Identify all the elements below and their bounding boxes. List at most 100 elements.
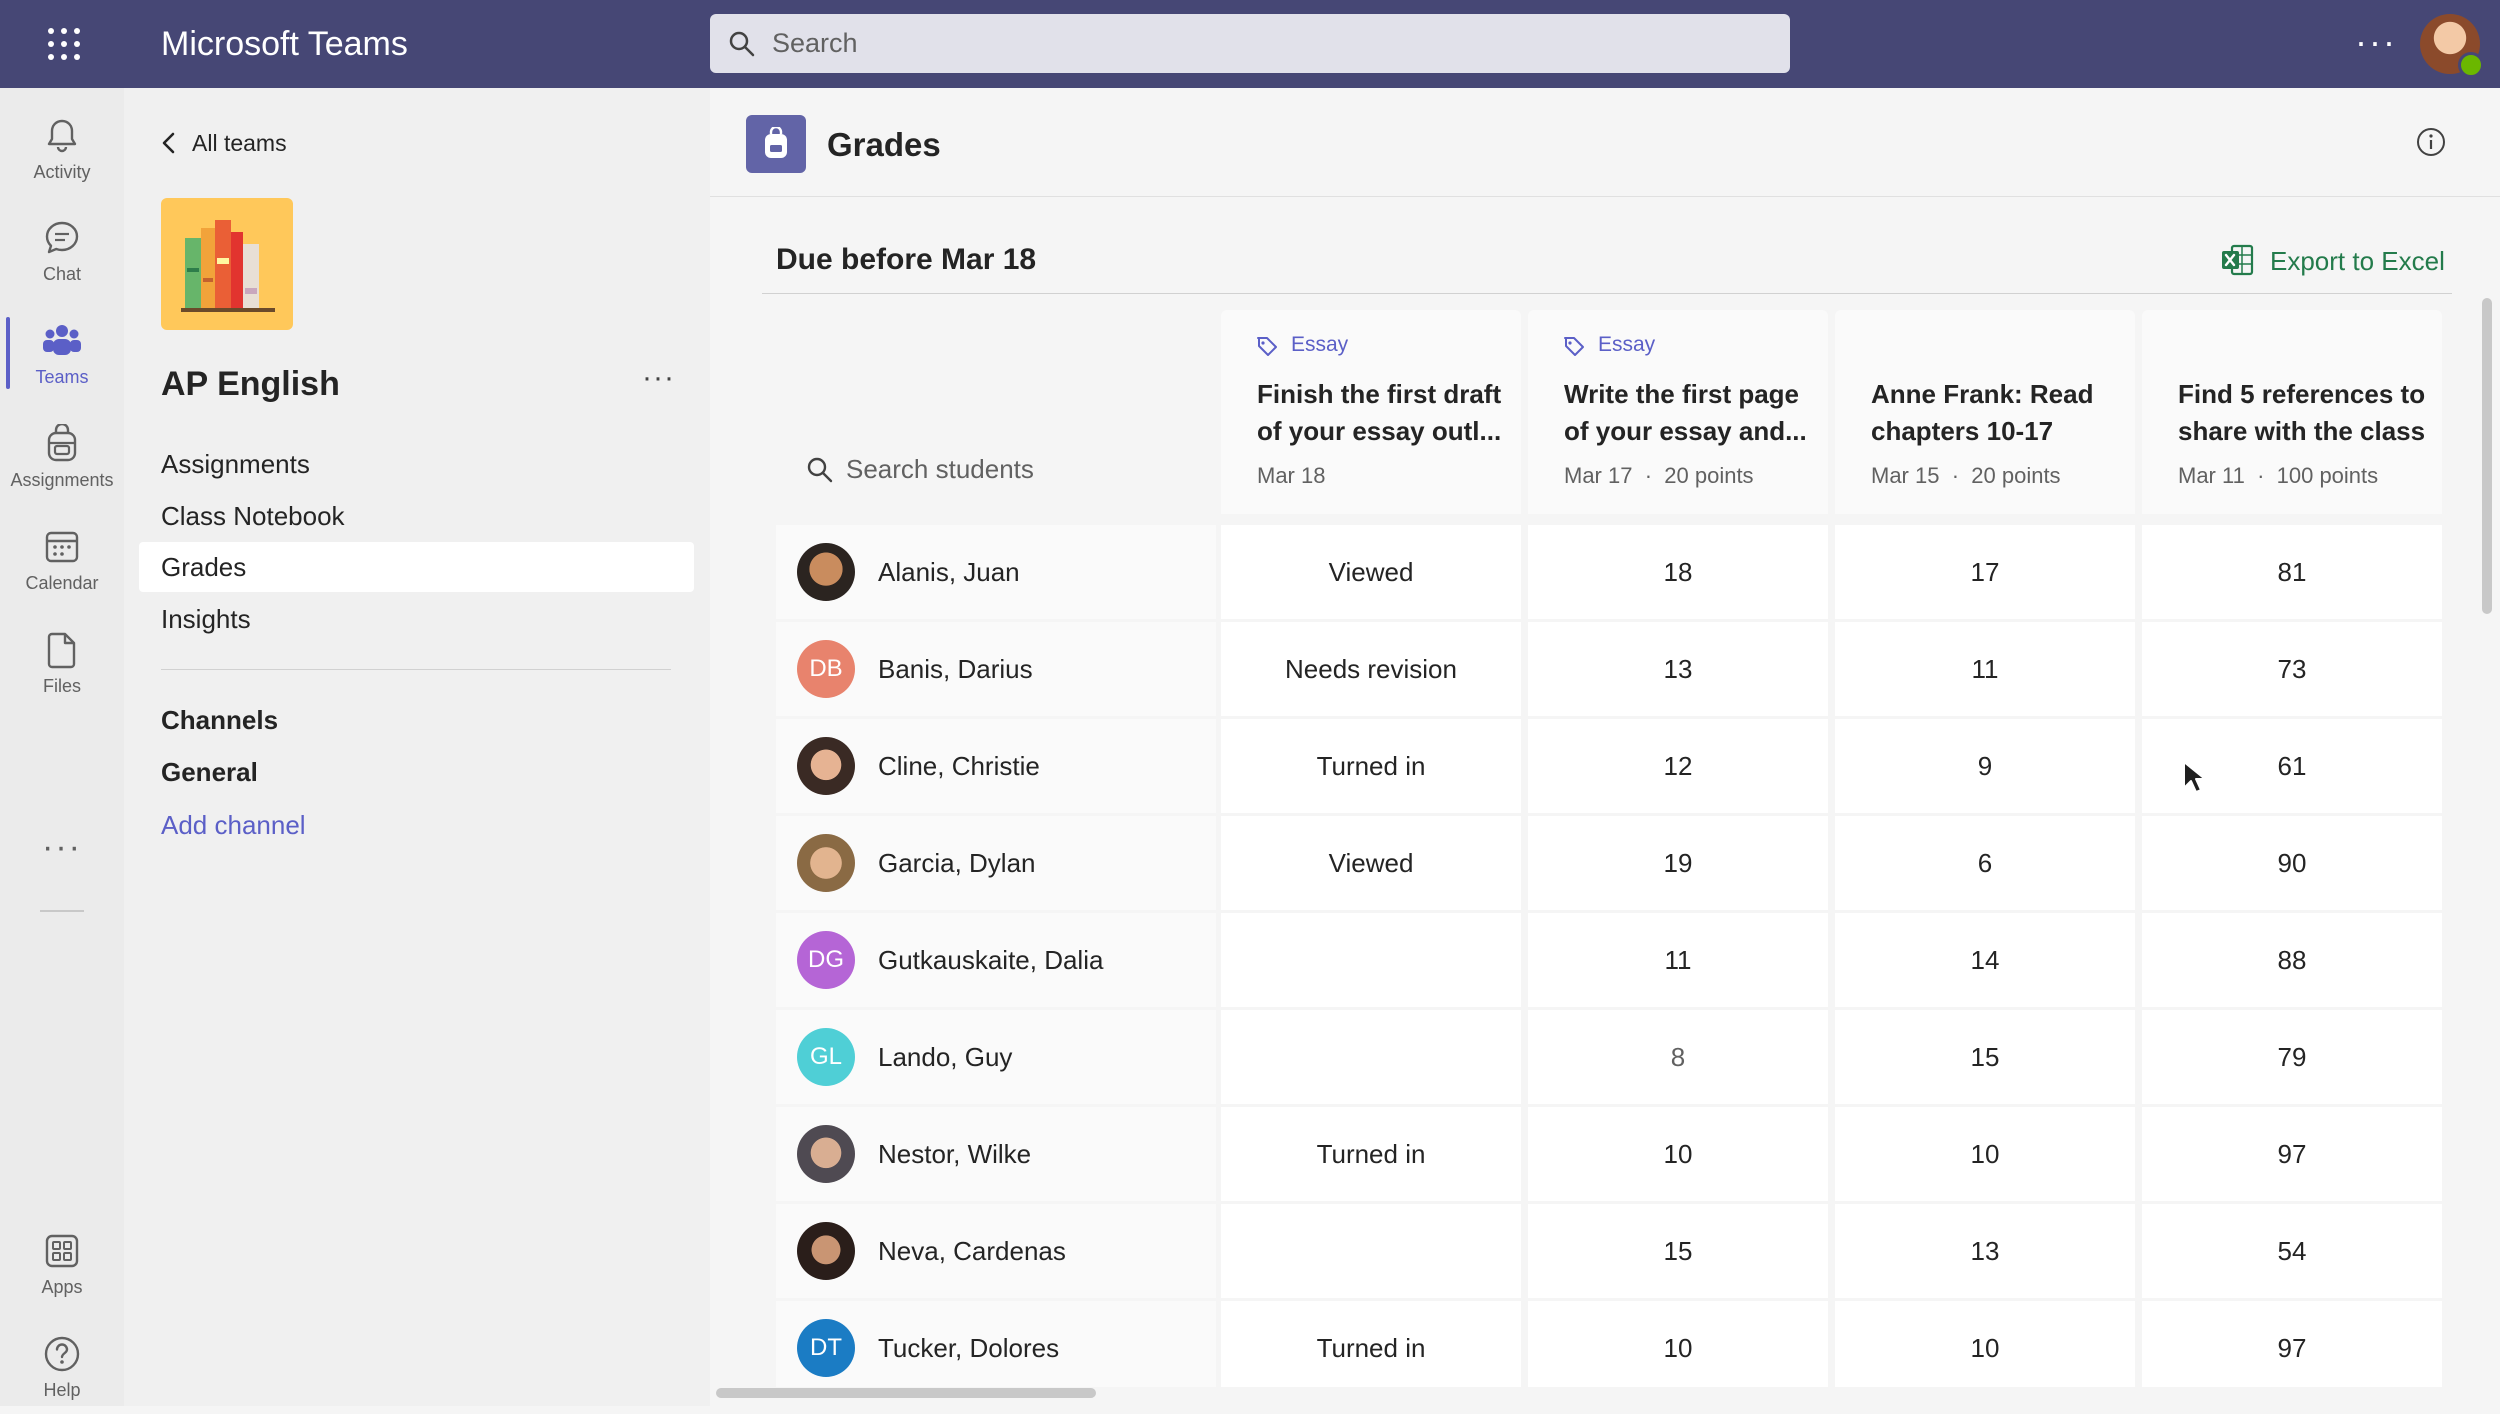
grade-cell[interactable]: 90 bbox=[2142, 816, 2442, 910]
avatar bbox=[797, 1222, 855, 1280]
nav-label: Class Notebook bbox=[161, 501, 345, 531]
grade-cell[interactable]: 15 bbox=[1528, 1204, 1828, 1298]
student-cell[interactable]: Garcia, Dylan bbox=[776, 816, 1216, 910]
due-date: Mar 15 bbox=[1871, 463, 1940, 488]
info-icon[interactable] bbox=[2416, 127, 2446, 157]
grade-cell[interactable]: 54 bbox=[2142, 1204, 2442, 1298]
horizontal-scrollbar[interactable] bbox=[716, 1388, 1096, 1398]
assignment-meta: Mar 17 · 20 points bbox=[1564, 463, 1754, 488]
grade-cell[interactable]: 10 bbox=[1528, 1301, 1828, 1387]
grade-cell[interactable]: Viewed bbox=[1221, 816, 1521, 910]
grade-cell[interactable]: 73 bbox=[2142, 622, 2442, 716]
grade-cell[interactable]: 12 bbox=[1528, 719, 1828, 813]
mouse-cursor-icon bbox=[2182, 760, 2208, 794]
grade-cell[interactable]: 10 bbox=[1835, 1301, 2135, 1387]
student-name: Neva, Cardenas bbox=[878, 1236, 1066, 1266]
grade-cell[interactable]: 10 bbox=[1835, 1107, 2135, 1201]
grade-cell[interactable]: 11 bbox=[1835, 622, 2135, 716]
help-icon bbox=[42, 1334, 82, 1374]
grade-cell[interactable]: 97 bbox=[2142, 1301, 2442, 1387]
student-name: Cline, Christie bbox=[878, 751, 1040, 781]
assignment-meta: Mar 15 · 20 points bbox=[1871, 463, 2061, 488]
nav-class-notebook[interactable]: Class Notebook bbox=[139, 491, 694, 541]
grade-cell[interactable]: 97 bbox=[2142, 1107, 2442, 1201]
due-date: Mar 18 bbox=[1257, 463, 1326, 488]
student-cell[interactable]: DG Gutkauskaite, Dalia bbox=[776, 913, 1216, 1007]
grade-cell[interactable]: 10 bbox=[1528, 1107, 1828, 1201]
rail-item-files[interactable]: Files bbox=[0, 614, 124, 710]
rail-item-apps[interactable]: Apps bbox=[0, 1215, 124, 1311]
grade-cell[interactable]: 17 bbox=[1835, 525, 2135, 619]
grade-cell[interactable]: 88 bbox=[2142, 913, 2442, 1007]
grade-cell[interactable]: 8 bbox=[1528, 1010, 1828, 1104]
rail-item-help[interactable]: Help bbox=[0, 1318, 124, 1414]
student-cell[interactable]: DB Banis, Darius bbox=[776, 622, 1216, 716]
rail-item-calendar[interactable]: Calendar bbox=[0, 511, 124, 607]
search-box[interactable]: Search bbox=[710, 14, 1790, 73]
grade-cell[interactable]: Viewed bbox=[1221, 525, 1521, 619]
vertical-scrollbar[interactable] bbox=[2482, 298, 2492, 614]
grade-cell[interactable]: 13 bbox=[1835, 1204, 2135, 1298]
assignment-title: Find 5 references to share with the clas… bbox=[2178, 379, 2426, 446]
grade-cell[interactable]: 11 bbox=[1528, 913, 1828, 1007]
rail-item-assignments[interactable]: Assignments bbox=[0, 408, 124, 504]
student-cell[interactable]: Alanis, Juan bbox=[776, 525, 1216, 619]
assignment-column-header[interactable]: Find 5 references to share with the clas… bbox=[2142, 310, 2442, 514]
grade-cell[interactable]: 15 bbox=[1835, 1010, 2135, 1104]
table-row: Nestor, Wilke Turned in 10 10 97 bbox=[776, 1107, 2452, 1201]
grade-cell[interactable]: 81 bbox=[2142, 525, 2442, 619]
tag-icon bbox=[1257, 337, 1277, 356]
chat-icon bbox=[42, 218, 82, 258]
team-more-icon[interactable]: ··· bbox=[642, 361, 675, 394]
nav-assignments[interactable]: Assignments bbox=[139, 439, 694, 489]
grade-cell[interactable]: 13 bbox=[1528, 622, 1828, 716]
rail-item-activity[interactable]: Activity bbox=[0, 100, 124, 196]
grade-cell[interactable] bbox=[1221, 1204, 1521, 1298]
student-cell[interactable]: Nestor, Wilke bbox=[776, 1107, 1216, 1201]
more-options-icon[interactable]: ··· bbox=[2355, 21, 2397, 62]
grade-cell[interactable]: Needs revision bbox=[1221, 622, 1521, 716]
avatar bbox=[797, 737, 855, 795]
grade-cell[interactable]: 18 bbox=[1528, 525, 1828, 619]
team-panel: All teams AP English ··· Assignments Cla… bbox=[124, 88, 710, 1406]
more-apps-icon[interactable]: ··· bbox=[42, 828, 82, 866]
grade-cell[interactable] bbox=[1221, 1010, 1521, 1104]
add-channel-link[interactable]: Add channel bbox=[161, 810, 306, 840]
assignment-column-header[interactable]: Essay Finish the first draft of your ess… bbox=[1221, 310, 1521, 514]
student-cell[interactable]: Cline, Christie bbox=[776, 719, 1216, 813]
points: 100 points bbox=[2276, 463, 2379, 488]
student-cell[interactable]: GL Lando, Guy bbox=[776, 1010, 1216, 1104]
avatar bbox=[797, 1125, 855, 1183]
points: 20 points bbox=[1664, 463, 1754, 488]
grade-cell[interactable]: 79 bbox=[2142, 1010, 2442, 1104]
apps-icon bbox=[42, 1231, 82, 1271]
assignment-column-header[interactable]: Anne Frank: Read chapters 10-17 Mar 15 ·… bbox=[1835, 310, 2135, 514]
grade-cell[interactable]: Turned in bbox=[1221, 719, 1521, 813]
table-row: Cline, Christie Turned in 12 9 61 bbox=[776, 719, 2452, 813]
grade-cell[interactable]: 61 bbox=[2142, 719, 2442, 813]
grade-cell[interactable]: Turned in bbox=[1221, 1301, 1521, 1387]
assignment-title: Anne Frank: Read chapters 10-17 bbox=[1871, 379, 2094, 446]
rail-item-chat[interactable]: Chat bbox=[0, 202, 124, 298]
table-row: DT Tucker, Dolores Turned in 10 10 97 bbox=[776, 1301, 2452, 1387]
rail-item-teams[interactable]: Teams bbox=[0, 305, 124, 401]
student-cell[interactable]: Neva, Cardenas bbox=[776, 1204, 1216, 1298]
app-launcher-icon[interactable] bbox=[46, 26, 82, 62]
nav-insights[interactable]: Insights bbox=[139, 594, 694, 644]
student-name: Lando, Guy bbox=[878, 1042, 1013, 1072]
tab-header: Grades bbox=[710, 88, 2500, 197]
grade-cell[interactable]: Turned in bbox=[1221, 1107, 1521, 1201]
student-cell[interactable]: DT Tucker, Dolores bbox=[776, 1301, 1216, 1387]
grade-cell[interactable]: 6 bbox=[1835, 816, 2135, 910]
nav-grades[interactable]: Grades bbox=[139, 542, 694, 592]
grade-cell[interactable]: 19 bbox=[1528, 816, 1828, 910]
rail-label: Calendar bbox=[25, 573, 99, 593]
channel-general[interactable]: General bbox=[161, 757, 258, 787]
assignment-title: Finish the first draft of your essay out… bbox=[1257, 379, 1502, 446]
grade-cell[interactable]: 14 bbox=[1835, 913, 2135, 1007]
student-name: Tucker, Dolores bbox=[878, 1333, 1060, 1363]
grade-cell[interactable]: 9 bbox=[1835, 719, 2135, 813]
assignment-column-header[interactable]: Essay Write the first page of your essay… bbox=[1528, 310, 1828, 514]
search-students-placeholder: Search students bbox=[846, 454, 1034, 484]
grade-cell[interactable] bbox=[1221, 913, 1521, 1007]
